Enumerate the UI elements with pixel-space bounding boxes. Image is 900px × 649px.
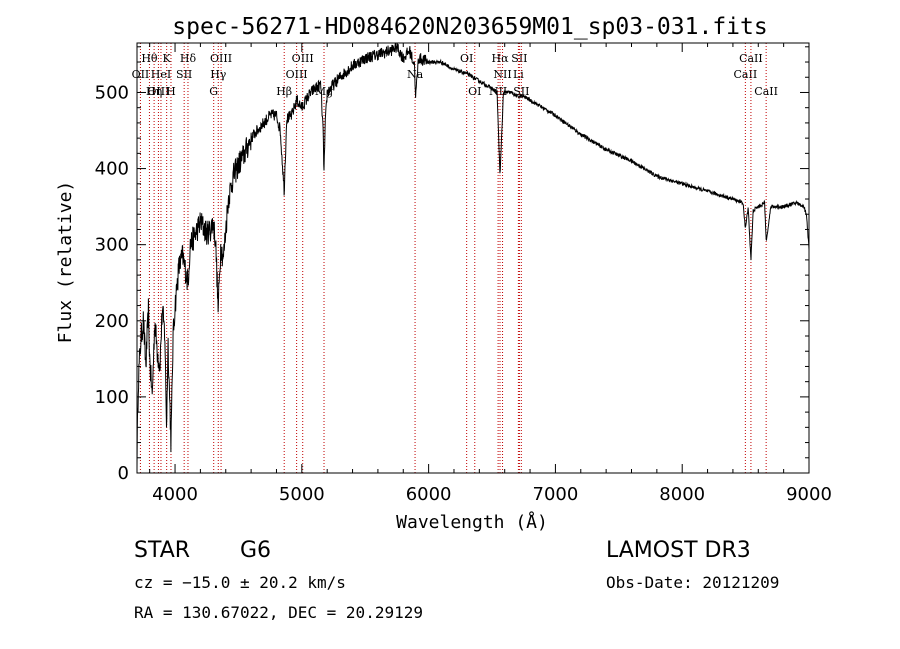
x-axis-label: Wavelength (Å) (396, 511, 548, 533)
y-tick-label-5: 500 (95, 82, 129, 103)
object-class: STAR (134, 538, 191, 563)
line-label-10: OIII (210, 52, 232, 65)
line-label-21: Hα (491, 52, 509, 65)
emission-lines: OIIHθOIIIHeIHηKHSIIHδGOIIIHγHβOIIIOIIIMg… (132, 43, 778, 473)
line-label-12: Hβ (276, 85, 292, 98)
x-tick-label-4: 8000 (659, 484, 705, 505)
y-tick-label-4: 400 (95, 159, 129, 180)
coords-text: RA = 130.67022, DEC = 20.29129 (134, 603, 423, 622)
axes-ticks: 4000 5000 6000 7000 8000 9000 0 100 200 300 400 500 (95, 43, 832, 505)
line-label-5: K (163, 52, 172, 65)
line-label-1: Hθ (141, 52, 158, 65)
redshift-text: cz = −15.0 ± 20.2 km/s (134, 573, 346, 592)
line-label-7: SII (176, 68, 192, 81)
line-label-25: CaII (734, 68, 758, 81)
y-tick-label-1: 100 (95, 387, 129, 408)
flux-series (136, 42, 810, 469)
x-tick-label-3: 7000 (533, 484, 579, 505)
flux-line (136, 42, 810, 469)
line-label-27: CaII (754, 85, 778, 98)
x-tick-label-0: 4000 (152, 484, 198, 505)
line-label-11: Hγ (210, 68, 227, 81)
line-label-23: SII (511, 52, 527, 65)
x-tick-label-2: 6000 (406, 484, 452, 505)
obs-date-text: Obs-Date: 20121209 (606, 573, 780, 592)
line-label-2: OIII (147, 85, 169, 98)
line-label-20: NII (493, 68, 511, 81)
line-label-18: OI (468, 85, 481, 98)
line-label-4: Hη (146, 85, 162, 98)
line-label-13: OIII (286, 68, 308, 81)
line-label-6: H (166, 85, 176, 98)
y-axis-label: Flux (relative) (55, 181, 76, 344)
line-label-26: CaII (739, 52, 763, 65)
line-label-9: G (209, 85, 218, 98)
y-tick-label-3: 300 (95, 235, 129, 256)
survey-name: LAMOST DR3 (606, 538, 751, 563)
line-label-17: OI (460, 52, 473, 65)
y-tick-label-0: 0 (118, 463, 129, 484)
line-label-22: Li (513, 68, 524, 81)
line-label-3: HeI (151, 68, 171, 81)
line-label-0: OII (132, 68, 150, 81)
y-tick-label-2: 200 (95, 311, 129, 332)
x-tick-label-1: 5000 (279, 484, 325, 505)
line-label-14: OIII (292, 52, 314, 65)
line-label-8: Hδ (180, 52, 197, 65)
x-tick-label-5: 9000 (786, 484, 832, 505)
plot-frame (136, 42, 810, 474)
object-subclass: G6 (240, 538, 272, 563)
chart-title: spec-56271-HD084620N203659M01_sp03-031.f… (172, 14, 767, 40)
